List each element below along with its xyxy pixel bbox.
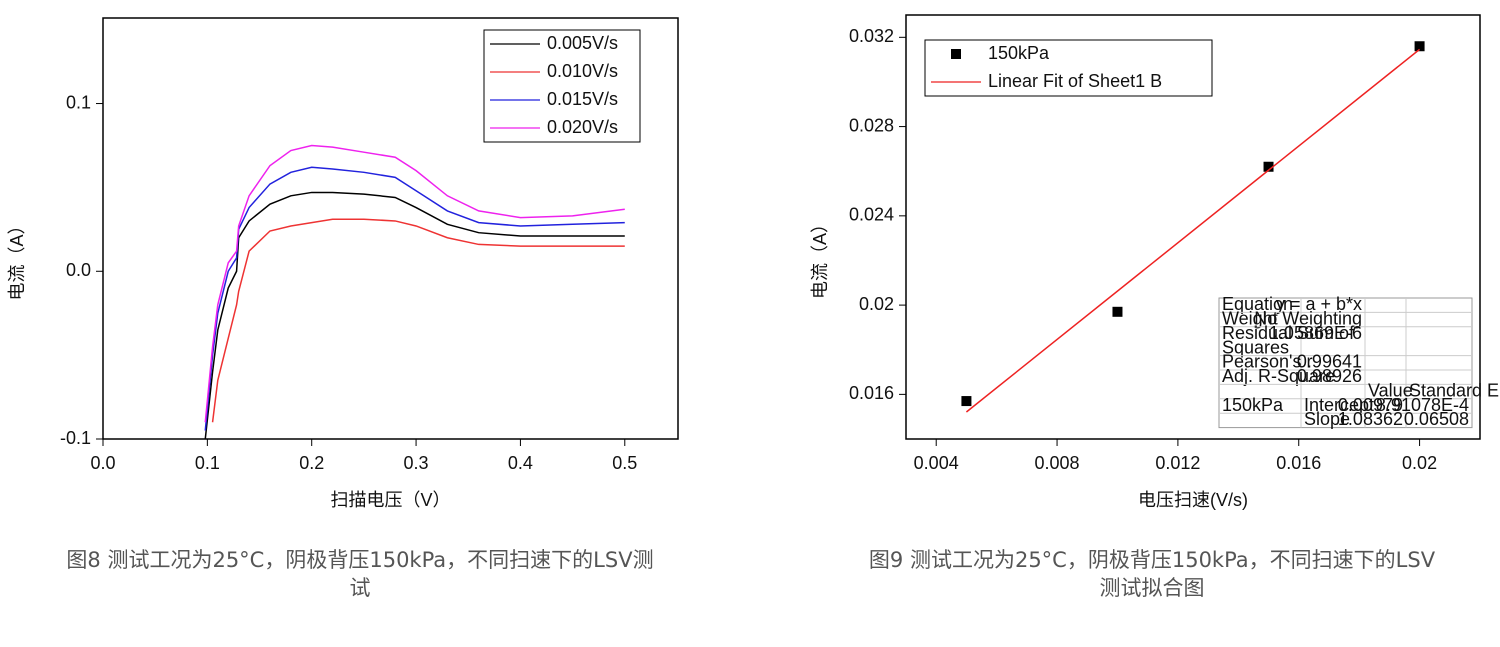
table-cell: 1.05869E-6 <box>1269 323 1362 343</box>
table-cell: 1.08362 <box>1338 409 1403 429</box>
x-axis-label: 电压扫速(V/s) <box>1138 490 1248 510</box>
series-line <box>204 166 625 431</box>
y-tick-label: 0.1 <box>66 92 91 112</box>
table-cell-line: Residual Sum of <box>1222 323 1355 343</box>
y-tick-label: 0.0 <box>66 260 91 280</box>
y-tick-label: -0.1 <box>60 428 91 448</box>
legend-label: 0.005V/s <box>547 33 618 53</box>
table-cell: Weight <box>1222 308 1278 328</box>
legend-box <box>924 39 1213 97</box>
scatter-point <box>961 396 972 407</box>
y-tick-label: 0.032 <box>849 26 894 46</box>
table-cell: 0.99641 <box>1297 352 1362 372</box>
x-tick-label: 0.016 <box>1276 453 1321 473</box>
table-cell: Slope <box>1304 409 1350 429</box>
table-cell: 150kPa <box>1222 395 1284 415</box>
x-tick-label: 0.5 <box>612 453 637 473</box>
caption: 图8 测试工况为25°C，阴极背压150kPa，不同扫速下的LSV测试 <box>66 548 654 600</box>
table-cell: y = a + b*x <box>1276 294 1362 314</box>
table-cell: Value <box>1368 380 1413 400</box>
table-cell: Residual Sum of Squares <box>1222 323 1355 357</box>
y-tick-label: 0.028 <box>849 115 894 135</box>
x-tick-label: 0.2 <box>299 453 324 473</box>
x-tick-label: 0.02 <box>1402 453 1437 473</box>
table-cell: Standard Error <box>1409 380 1500 400</box>
legend-label: Linear Fit of Sheet1 B <box>988 71 1162 91</box>
plot-frame <box>905 14 1481 440</box>
x-tick-label: 0.4 <box>508 453 533 473</box>
series-line <box>965 48 1421 413</box>
legend-label: 0.015V/s <box>547 89 618 109</box>
x-tick-label: 0.3 <box>404 453 429 473</box>
x-tick-label: 0.008 <box>1035 453 1080 473</box>
legend-label: 150kPa <box>988 43 1050 63</box>
series-line <box>211 218 625 423</box>
table-cell: 0.98926 <box>1297 366 1362 386</box>
y-tick-label: 0.02 <box>859 294 894 314</box>
y-tick-label: 0.024 <box>849 205 894 225</box>
table-cell-line: Squares <box>1222 337 1289 357</box>
scatter-point <box>1414 41 1425 52</box>
caption: 图9 测试工况为25°C，阴极背压150kPa，不同扫速下的LSV测试拟合图 <box>868 548 1436 600</box>
table-cell: No Weighting <box>1254 308 1362 328</box>
plot-frame <box>102 17 679 440</box>
x-tick-label: 0.004 <box>914 453 959 473</box>
fit-table <box>1218 297 1473 429</box>
legend-label: 0.010V/s <box>547 61 618 81</box>
table-cell: Pearson's r <box>1222 352 1312 372</box>
series-line <box>204 144 625 423</box>
scatter-point <box>1263 161 1274 172</box>
y-tick-label: 0.016 <box>849 383 894 403</box>
table-cell: Intercept <box>1304 395 1374 415</box>
table-cell: 8.91078E-4 <box>1376 395 1469 415</box>
legend-marker <box>951 49 961 59</box>
x-tick-label: 0.1 <box>195 453 220 473</box>
table-cell: 0.00979 <box>1338 395 1403 415</box>
y-axis-label: 电流（A） <box>7 216 27 300</box>
series-line <box>204 191 625 439</box>
x-tick-label: 0.012 <box>1155 453 1200 473</box>
table-cell: Adj. R-Square <box>1222 366 1335 386</box>
x-tick-label: 0.0 <box>90 453 115 473</box>
x-axis-label: 扫描电压（V） <box>330 490 450 510</box>
scatter-point <box>1112 306 1123 317</box>
table-cell: 0.06508 <box>1404 409 1469 429</box>
y-axis-label: 电流（A） <box>810 215 830 299</box>
table-cell: Equation <box>1222 294 1293 314</box>
legend-box <box>483 29 641 143</box>
legend-label: 0.020V/s <box>547 117 618 137</box>
